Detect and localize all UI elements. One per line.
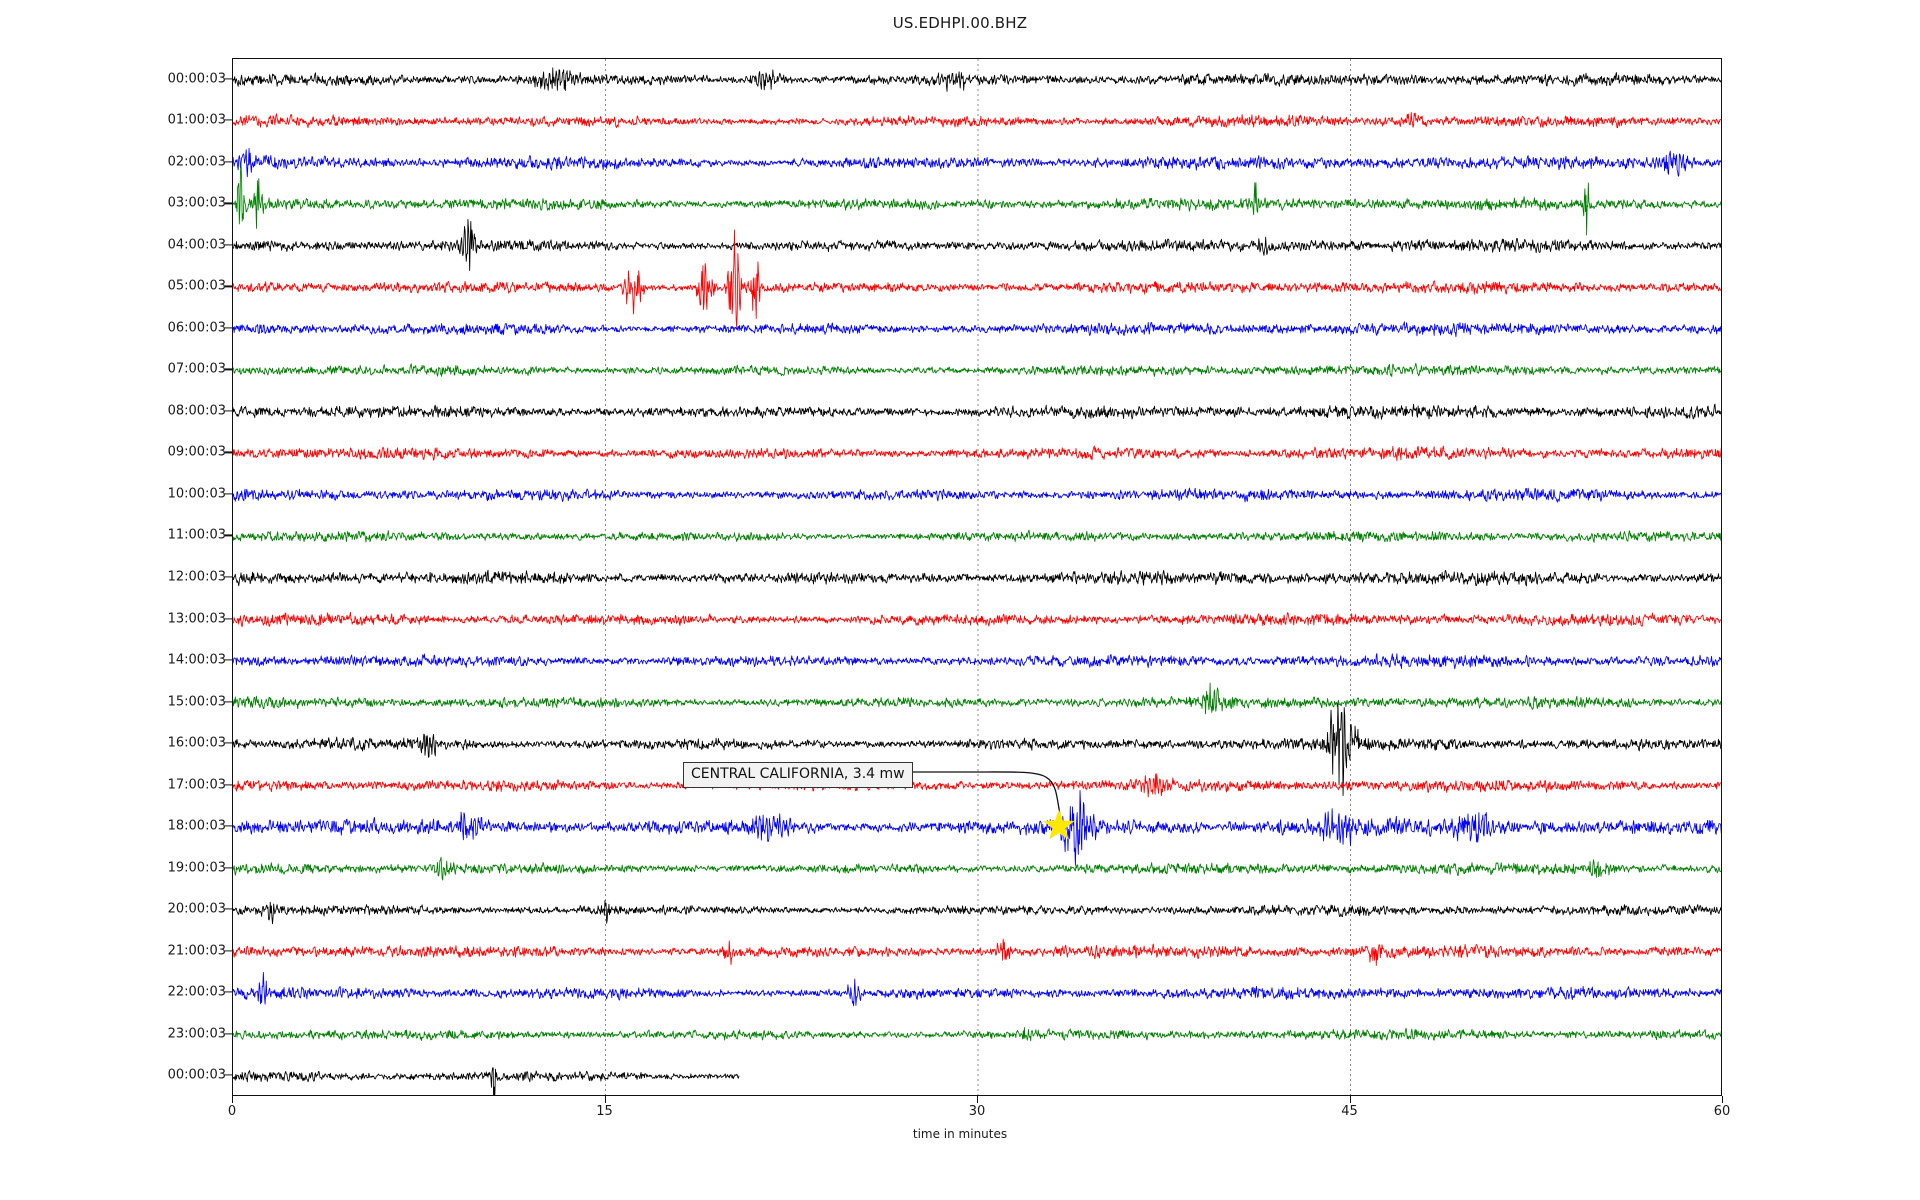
seismic-trace (233, 487, 1721, 503)
y-tick-label: 23:00:03 (167, 1026, 226, 1042)
y-tick-label: 10:00:03 (167, 486, 226, 502)
seismic-trace (233, 971, 1721, 1007)
seismic-trace (233, 856, 1721, 881)
seismic-trace (233, 682, 1721, 715)
seismic-trace (233, 362, 1721, 377)
y-tick-mark (225, 410, 232, 412)
y-tick-mark (225, 742, 232, 744)
event-annotation-label[interactable]: CENTRAL CALIFORNIA, 3.4 mw (683, 762, 913, 789)
x-tick-label: 45 (1341, 1104, 1358, 1119)
seismic-trace (233, 1067, 740, 1095)
seismic-trace (233, 900, 1721, 925)
y-tick-label: 06:00:03 (167, 320, 226, 336)
y-tick-mark (225, 534, 232, 537)
y-tick-label: 07:00:03 (167, 361, 226, 377)
y-tick-label: 21:00:03 (167, 943, 226, 959)
y-tick-label: 14:00:03 (167, 652, 226, 668)
y-tick-mark (225, 285, 232, 287)
y-tick-mark (225, 451, 232, 454)
y-axis-tick-labels: 00:00:03 01:00:03 02:00:03 03:00:03 04:00:03… (132, 58, 226, 1096)
x-tick-mark (1722, 1096, 1724, 1103)
x-tick-mark (232, 1096, 234, 1103)
y-tick-label: 08:00:03 (167, 403, 226, 419)
y-tick-label: 19:00:03 (167, 860, 226, 876)
y-tick-mark (225, 78, 232, 80)
y-tick-mark (225, 244, 232, 246)
y-tick-label: 16:00:03 (167, 735, 226, 751)
y-tick-label: 13:00:03 (167, 611, 226, 627)
seismic-trace (233, 162, 1721, 236)
y-tick-label: 00:00:03 (167, 71, 226, 87)
x-tick-mark (1349, 1096, 1351, 1103)
y-tick-label: 03:00:03 (167, 195, 226, 211)
y-tick-mark (225, 700, 232, 703)
y-tick-label: 12:00:03 (167, 569, 226, 585)
y-tick-label: 04:00:03 (167, 237, 226, 253)
y-tick-mark (225, 1033, 232, 1035)
seismic-trace (233, 773, 1721, 798)
y-tick-mark (225, 991, 232, 993)
seismic-trace (233, 403, 1721, 420)
y-tick-mark (225, 1074, 232, 1076)
seismic-trace (233, 1027, 1721, 1042)
y-tick-mark (225, 493, 232, 495)
seismic-trace (233, 529, 1721, 543)
page-title: US.EDHPI.00.BHZ (892, 14, 1028, 32)
y-tick-mark (225, 867, 232, 869)
x-tick-mark (604, 1096, 606, 1103)
seismic-trace (233, 111, 1721, 129)
y-tick-label: 18:00:03 (167, 818, 226, 834)
y-tick-label: 02:00:03 (167, 154, 226, 170)
y-tick-label: 00:00:03 (167, 1067, 226, 1083)
seismic-traces (233, 59, 1721, 1095)
y-tick-mark (225, 161, 232, 163)
y-tick-mark (225, 617, 232, 620)
seismic-trace (233, 703, 1721, 797)
seismic-trace (233, 67, 1721, 92)
x-tick-label: 0 (227, 1104, 237, 1119)
y-tick-mark (225, 825, 232, 827)
x-tick-label: 30 (968, 1104, 986, 1119)
y-tick-mark (225, 908, 232, 910)
y-tick-label: 11:00:03 (167, 527, 226, 543)
y-tick-mark (225, 327, 232, 329)
seismic-trace (233, 148, 1721, 178)
seismic-trace (233, 611, 1721, 628)
y-tick-mark (225, 659, 232, 661)
y-tick-mark (225, 368, 232, 370)
y-tick-mark (225, 202, 232, 204)
y-tick-mark (225, 119, 232, 121)
seismic-trace (233, 790, 1721, 866)
y-tick-mark (225, 784, 232, 786)
y-tick-mark (225, 950, 232, 952)
y-tick-label: 15:00:03 (167, 694, 226, 710)
x-tick-label: 15 (596, 1104, 613, 1119)
seismic-trace (233, 321, 1721, 338)
seismic-trace (233, 653, 1721, 670)
seismic-trace (233, 218, 1721, 271)
seismic-trace (233, 445, 1721, 462)
seismic-trace (233, 229, 1721, 330)
y-tick-label: 09:00:03 (167, 444, 226, 460)
x-axis-label: time in minutes (912, 1127, 1008, 1141)
x-tick-label: 60 (1713, 1104, 1731, 1119)
y-tick-label: 17:00:03 (167, 777, 226, 793)
y-tick-label: 01:00:03 (167, 112, 226, 128)
y-tick-label: 22:00:03 (167, 984, 226, 1000)
seismic-trace (233, 938, 1721, 966)
seismic-trace (233, 569, 1721, 587)
y-tick-label: 05:00:03 (167, 278, 226, 294)
x-tick-mark (977, 1096, 979, 1103)
y-tick-label: 20:00:03 (167, 901, 226, 917)
y-tick-mark (225, 576, 232, 578)
helicorder-plot-area[interactable] (232, 58, 1722, 1096)
